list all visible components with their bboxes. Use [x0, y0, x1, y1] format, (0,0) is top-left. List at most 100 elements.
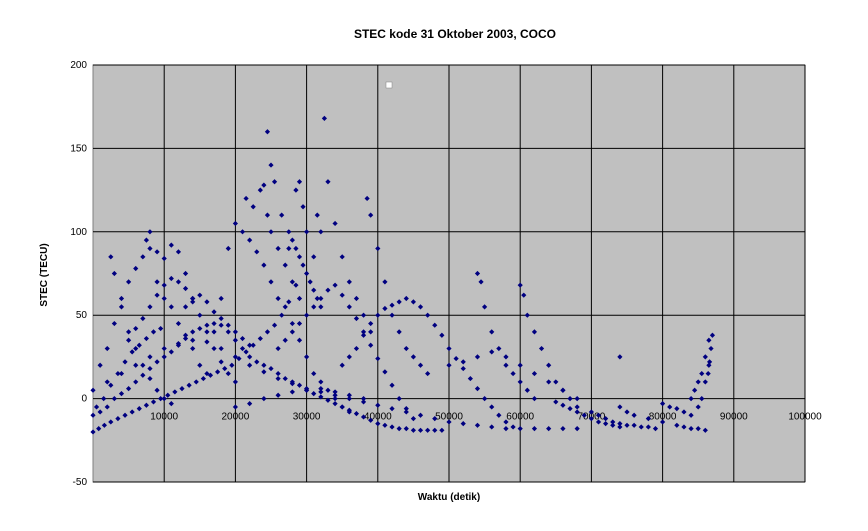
data-point [624, 409, 630, 415]
data-point [172, 389, 178, 395]
data-point [595, 419, 602, 425]
data-point [396, 396, 402, 402]
data-point [706, 362, 712, 368]
data-point [538, 345, 545, 352]
data-point [175, 342, 182, 348]
y-tick-label: -50 [73, 477, 88, 488]
data-point [389, 406, 395, 412]
data-point [111, 396, 117, 402]
data-point [417, 362, 424, 368]
data-point [215, 369, 221, 375]
data-point [275, 370, 281, 377]
data-point [510, 370, 516, 377]
data-point [325, 179, 331, 185]
data-point [375, 421, 381, 427]
data-point [432, 416, 438, 422]
data-point [261, 182, 267, 188]
data-point [264, 129, 271, 135]
data-point [136, 342, 142, 348]
chart-title: STEC kode 31 Oktober 2003, COCO [354, 27, 556, 41]
data-point [147, 229, 153, 235]
data-point [204, 339, 210, 345]
data-point [289, 320, 295, 327]
data-point [154, 359, 160, 365]
data-point [158, 325, 164, 332]
data-point [268, 279, 274, 285]
data-point [211, 329, 217, 335]
data-point [182, 304, 189, 310]
data-point [129, 409, 135, 415]
data-point [524, 387, 530, 393]
data-point [446, 362, 452, 368]
data-point [293, 282, 299, 288]
data-point [143, 402, 149, 408]
data-point [396, 299, 402, 305]
data-point [695, 404, 701, 410]
data-point [368, 417, 374, 423]
data-point [218, 295, 224, 302]
data-point [410, 354, 416, 360]
data-point [140, 315, 146, 322]
y-tick-label: 50 [76, 310, 88, 321]
data-point [111, 270, 117, 277]
data-point [289, 237, 295, 243]
data-point [211, 309, 217, 315]
data-point [510, 424, 516, 430]
gridlines [93, 64, 806, 483]
data-point [140, 362, 146, 368]
data-point [503, 426, 509, 432]
data-point [154, 279, 160, 285]
data-point [360, 312, 367, 318]
data-point [275, 375, 281, 382]
data-point [425, 312, 431, 318]
data-point [108, 382, 114, 388]
y-axis-title: STEC (TECU) [39, 243, 50, 306]
data-point [417, 304, 424, 310]
data-point [200, 375, 206, 382]
data-point [247, 362, 253, 368]
data-point [474, 354, 481, 360]
data-point [321, 115, 327, 121]
data-point [346, 407, 352, 413]
data-point [232, 354, 238, 360]
data-point [425, 427, 431, 433]
data-point [289, 279, 295, 285]
y-tick-label: 100 [70, 227, 87, 238]
data-point [304, 387, 310, 393]
data-point [190, 329, 196, 335]
data-point [617, 354, 623, 360]
data-point [311, 304, 317, 310]
data-point [325, 287, 331, 293]
data-point [699, 370, 705, 377]
data-point [595, 412, 602, 418]
data-point [482, 396, 488, 402]
data-point [126, 279, 132, 285]
data-point [674, 422, 680, 428]
data-point [439, 332, 445, 338]
data-point [165, 392, 171, 398]
data-point [150, 399, 157, 405]
data-point [318, 295, 324, 302]
data-point [222, 365, 228, 372]
data-point [603, 421, 609, 427]
data-point [382, 369, 388, 375]
data-point [617, 424, 623, 430]
data-point [489, 349, 495, 355]
data-point [531, 329, 538, 335]
data-point [403, 409, 409, 415]
y-tick-label: 200 [70, 60, 87, 71]
data-point [353, 345, 360, 352]
data-point [197, 325, 203, 332]
data-point [190, 337, 196, 343]
data-point [325, 397, 331, 403]
data-point [588, 416, 594, 422]
data-point [624, 422, 630, 428]
data-point [318, 385, 324, 392]
data-point [353, 315, 360, 322]
data-point [264, 329, 271, 335]
data-point [332, 396, 338, 402]
data-point [645, 416, 651, 422]
data-point [111, 320, 117, 327]
data-point [474, 385, 481, 392]
data-point [695, 426, 701, 432]
